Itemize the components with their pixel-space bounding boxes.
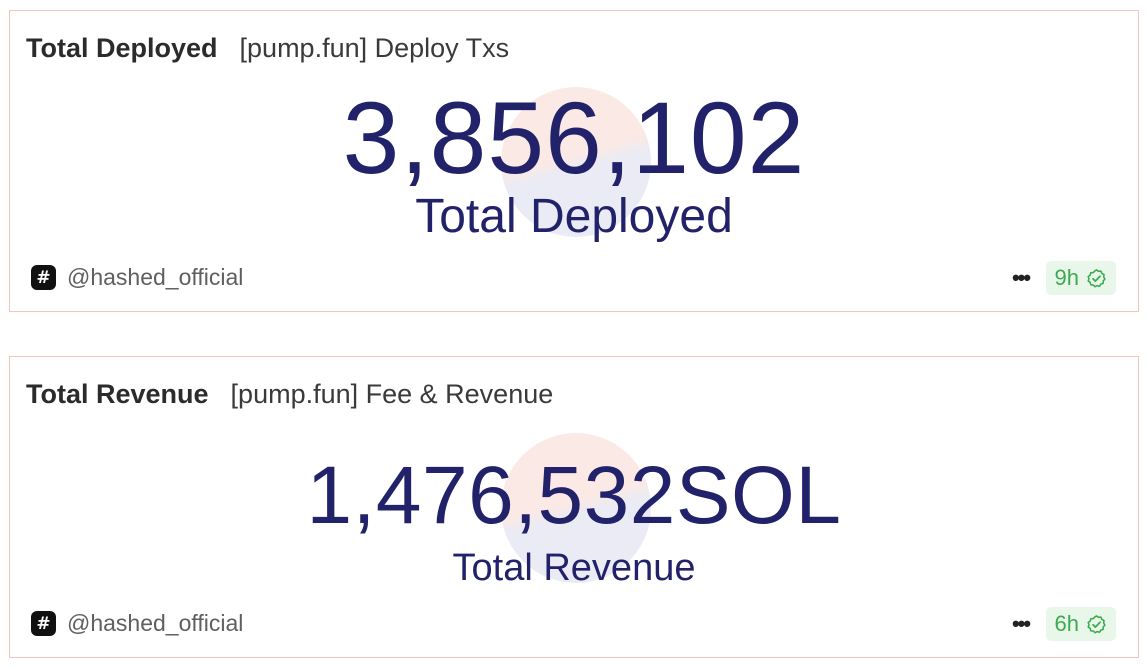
age-badge[interactable]: 6h	[1045, 607, 1116, 641]
counter-card-total-deployed: Total Deployed [pump.fun] Deploy Txs 3,8…	[9, 10, 1139, 312]
author-info[interactable]: # @hashed_official	[31, 610, 243, 637]
hash-icon: #	[31, 611, 56, 636]
watermark-logo	[501, 87, 651, 237]
card-header: Total Revenue [pump.fun] Fee & Revenue	[26, 379, 553, 410]
counter-card-total-revenue: Total Revenue [pump.fun] Fee & Revenue 1…	[9, 356, 1139, 658]
hash-icon: #	[31, 265, 56, 290]
age-text: 9h	[1054, 265, 1079, 290]
counter-label: Total Deployed	[415, 190, 733, 243]
query-title-link[interactable]: [pump.fun] Deploy Txs	[239, 33, 510, 63]
counter-display: 1,476,532SOL Total Revenue	[10, 357, 1138, 589]
query-title-link[interactable]: [pump.fun] Fee & Revenue	[230, 379, 554, 409]
card-actions: ••• 6h	[1008, 607, 1116, 641]
author-handle[interactable]: @hashed_official	[67, 610, 244, 636]
author-handle[interactable]: @hashed_official	[67, 264, 244, 290]
more-dots-icon[interactable]: •••	[1011, 265, 1031, 290]
card-title: Total Deployed	[26, 33, 218, 63]
counter-label: Total Revenue	[452, 547, 696, 589]
card-actions: ••• 9h	[1008, 261, 1116, 295]
check-badge-icon	[1087, 614, 1106, 634]
card-title: Total Revenue	[26, 379, 209, 409]
check-badge-icon	[1087, 268, 1106, 288]
counter-value: 3,856,102	[342, 81, 806, 195]
age-text: 6h	[1054, 611, 1079, 636]
watermark-logo	[501, 433, 651, 583]
more-dots-icon[interactable]: •••	[1011, 611, 1031, 636]
author-info[interactable]: # @hashed_official	[31, 264, 243, 291]
age-badge[interactable]: 9h	[1045, 261, 1116, 295]
counter-value: 1,476,532SOL	[306, 450, 842, 541]
counter-display: 3,856,102 Total Deployed	[10, 11, 1138, 241]
card-header: Total Deployed [pump.fun] Deploy Txs	[26, 33, 509, 64]
